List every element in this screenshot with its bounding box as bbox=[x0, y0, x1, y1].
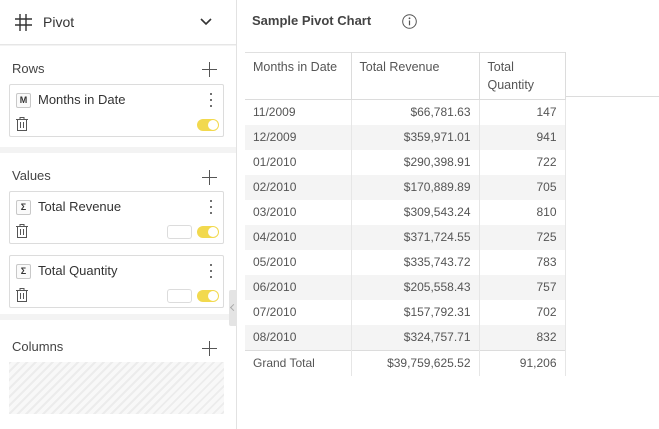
cell-month: 11/2009 bbox=[245, 99, 352, 125]
grid-icon bbox=[15, 14, 32, 31]
cell-quantity: 147 bbox=[479, 99, 566, 125]
table-row: 05/2010 $335,743.72 783 bbox=[245, 250, 566, 275]
pivot-table: Months in Date Total Revenue Total Quant… bbox=[245, 52, 566, 376]
columns-label: Columns bbox=[12, 339, 64, 354]
cell-month: 04/2010 bbox=[245, 225, 352, 250]
grand-total-row: Grand Total $39,759,625.52 91,206 bbox=[245, 350, 566, 376]
pivot-selector[interactable]: Pivot bbox=[0, 0, 236, 45]
column-header-revenue[interactable]: Total Revenue bbox=[351, 52, 480, 100]
columns-dropzone[interactable] bbox=[9, 362, 224, 414]
date-field-badge: M bbox=[16, 93, 31, 108]
add-row-icon[interactable] bbox=[202, 62, 217, 77]
cell-quantity: 810 bbox=[479, 200, 566, 225]
add-column-icon[interactable] bbox=[202, 341, 217, 356]
field-name: Months in Date bbox=[38, 92, 126, 107]
more-options-icon[interactable] bbox=[208, 92, 214, 108]
cell-quantity: 832 bbox=[479, 325, 566, 351]
fields-panel: Pivot Rows M Months in Date Values Σ Tot… bbox=[0, 0, 237, 429]
cell-revenue: $309,543.24 bbox=[351, 200, 480, 225]
field-toggle[interactable] bbox=[197, 119, 219, 131]
column-header-quantity[interactable]: Total Quantity bbox=[479, 52, 566, 100]
field-card-months[interactable]: M Months in Date bbox=[9, 84, 224, 137]
field-name: Total Revenue bbox=[38, 199, 122, 214]
cell-revenue: $205,558.43 bbox=[351, 275, 480, 300]
field-card-total-quantity[interactable]: Σ Total Quantity bbox=[9, 255, 224, 308]
trash-icon[interactable] bbox=[16, 117, 28, 131]
cell-quantity: 725 bbox=[479, 225, 566, 250]
cell-quantity: 941 bbox=[479, 125, 566, 150]
cell-quantity: 783 bbox=[479, 250, 566, 275]
collapse-panel-handle[interactable] bbox=[229, 290, 237, 326]
table-row: 08/2010 $324,757.71 832 bbox=[245, 325, 566, 351]
cell-month: 07/2010 bbox=[245, 300, 352, 325]
cell-revenue: $371,724.55 bbox=[351, 225, 480, 250]
table-row: 06/2010 $205,558.43 757 bbox=[245, 275, 566, 300]
grand-total-quantity: 91,206 bbox=[479, 350, 566, 376]
field-name: Total Quantity bbox=[38, 263, 118, 278]
rows-section: Rows M Months in Date bbox=[0, 46, 236, 147]
cell-month: 12/2009 bbox=[245, 125, 352, 150]
cell-revenue: $335,743.72 bbox=[351, 250, 480, 275]
table-row: 11/2009 $66,781.63 147 bbox=[245, 99, 566, 125]
cell-month: 05/2010 bbox=[245, 250, 352, 275]
table-row: 03/2010 $309,543.24 810 bbox=[245, 200, 566, 225]
format-pill[interactable] bbox=[167, 289, 192, 303]
field-toggle[interactable] bbox=[197, 290, 219, 302]
table-row: 01/2010 $290,398.91 722 bbox=[245, 150, 566, 175]
field-toggle[interactable] bbox=[197, 226, 219, 238]
format-pill[interactable] bbox=[167, 225, 192, 239]
grand-total-revenue: $39,759,625.52 bbox=[351, 350, 480, 376]
cell-revenue: $157,792.31 bbox=[351, 300, 480, 325]
table-row: 12/2009 $359,971.01 941 bbox=[245, 125, 566, 150]
more-options-icon[interactable] bbox=[208, 199, 214, 215]
trash-icon[interactable] bbox=[16, 224, 28, 238]
header-divider bbox=[565, 96, 659, 97]
pivot-title: Pivot bbox=[43, 14, 75, 30]
table-row: 07/2010 $157,792.31 702 bbox=[245, 300, 566, 325]
values-section: Values Σ Total Revenue Σ Total Quantity bbox=[0, 153, 236, 314]
cell-month: 02/2010 bbox=[245, 175, 352, 200]
values-label: Values bbox=[12, 168, 51, 183]
add-value-icon[interactable] bbox=[202, 170, 217, 185]
cell-quantity: 702 bbox=[479, 300, 566, 325]
cell-quantity: 722 bbox=[479, 150, 566, 175]
trash-icon[interactable] bbox=[16, 288, 28, 302]
field-card-total-revenue[interactable]: Σ Total Revenue bbox=[9, 191, 224, 244]
chart-title: Sample Pivot Chart bbox=[252, 13, 372, 28]
cell-month: 03/2010 bbox=[245, 200, 352, 225]
more-options-icon[interactable] bbox=[208, 263, 214, 279]
sum-badge: Σ bbox=[16, 264, 31, 279]
cell-month: 01/2010 bbox=[245, 150, 352, 175]
sum-badge: Σ bbox=[16, 200, 31, 215]
cell-month: 08/2010 bbox=[245, 325, 352, 351]
cell-revenue: $170,889.89 bbox=[351, 175, 480, 200]
columns-section: Columns bbox=[0, 320, 236, 429]
cell-revenue: $66,781.63 bbox=[351, 99, 480, 125]
column-header-months[interactable]: Months in Date bbox=[245, 52, 352, 100]
table-row: 02/2010 $170,889.89 705 bbox=[245, 175, 566, 200]
table-row: 04/2010 $371,724.55 725 bbox=[245, 225, 566, 250]
grand-total-label: Grand Total bbox=[245, 350, 352, 376]
cell-revenue: $324,757.71 bbox=[351, 325, 480, 351]
cell-revenue: $359,971.01 bbox=[351, 125, 480, 150]
rows-label: Rows bbox=[12, 61, 45, 76]
info-icon[interactable] bbox=[402, 14, 417, 29]
cell-quantity: 705 bbox=[479, 175, 566, 200]
cell-revenue: $290,398.91 bbox=[351, 150, 480, 175]
cell-month: 06/2010 bbox=[245, 275, 352, 300]
chevron-down-icon[interactable] bbox=[199, 15, 213, 29]
cell-quantity: 757 bbox=[479, 275, 566, 300]
